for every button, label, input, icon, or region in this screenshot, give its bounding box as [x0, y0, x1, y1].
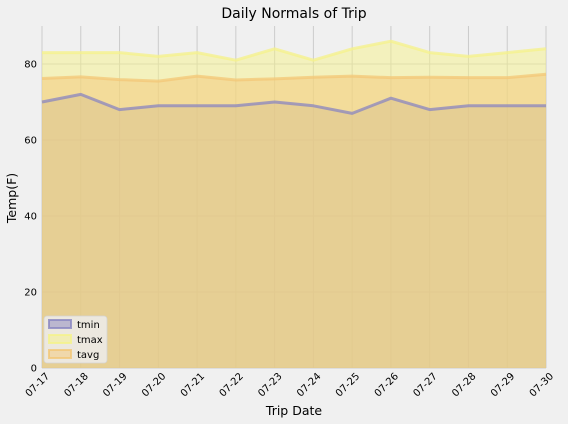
series-areas: [42, 41, 546, 369]
y-tick-label-80: 80: [24, 60, 37, 71]
legend: tmin tmax tavg: [43, 315, 108, 364]
area-tavg: [42, 74, 546, 368]
y-axis-title: Temp(F): [4, 173, 19, 224]
chart-title: Daily Normals of Trip: [221, 6, 366, 22]
x-axis-title: Trip Date: [265, 403, 323, 418]
legend-swatch-tmax: [48, 334, 72, 344]
y-tick-label-40: 40: [24, 212, 37, 223]
y-axis-ticks: 0 20 40 60 80: [24, 60, 37, 375]
y-tick-label-60: 60: [24, 136, 37, 147]
legend-swatch-tavg: [48, 349, 72, 359]
line-tmax: [42, 39, 547, 62]
y-tick-label-0: 0: [31, 364, 37, 375]
line-tmin: [41, 92, 546, 115]
legend-swatch-tmin: [48, 319, 72, 329]
legend-label-tmin: tmin: [77, 320, 100, 331]
line-tavg: [41, 72, 547, 83]
legend-label-tavg: tavg: [77, 350, 99, 361]
series-lines: [41, 39, 547, 115]
y-tick-label-20: 20: [24, 288, 37, 299]
legend-label-tmax: tmax: [77, 335, 103, 346]
